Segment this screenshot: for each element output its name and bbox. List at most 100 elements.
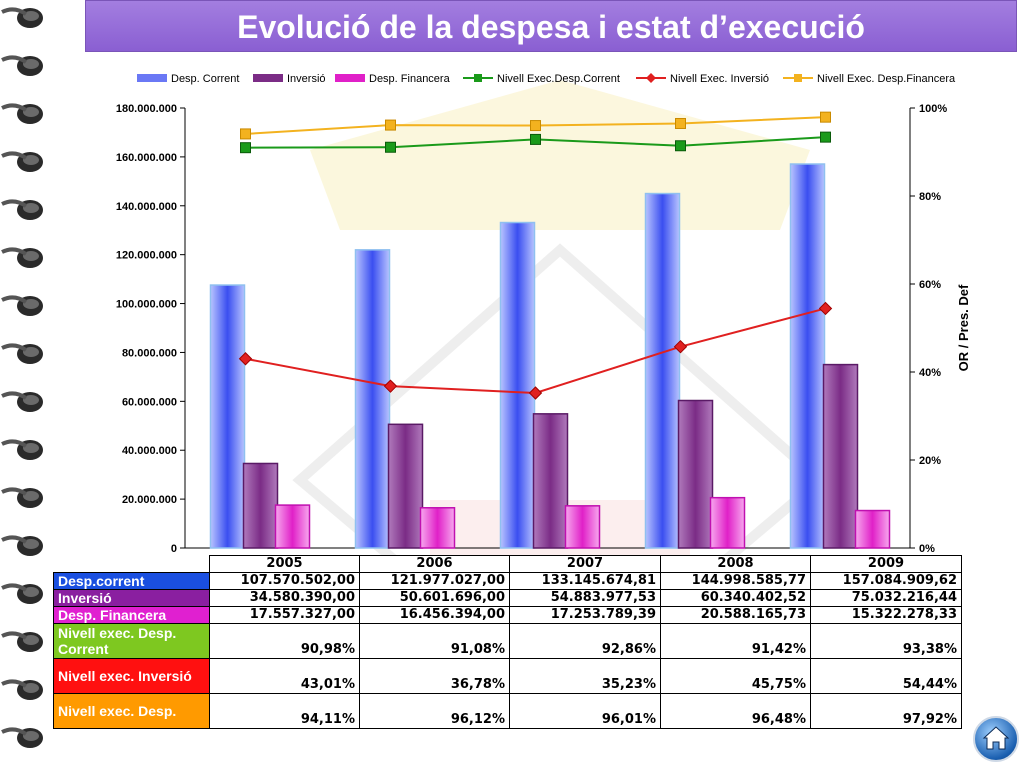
legend-swatch xyxy=(137,74,167,82)
table-cell: 20.588.165,73 xyxy=(660,606,811,624)
chart: 0 20.000.000 40.000.000 60.000.000 80.000.00… xyxy=(116,73,971,555)
home-button[interactable] xyxy=(973,716,1019,762)
y-right-tick-label: 20% xyxy=(919,455,941,467)
table-row-label: Nivell exec. Desp. xyxy=(53,693,210,729)
bar-inversio xyxy=(387,423,424,549)
y-left-tick-label: 140.000.000 xyxy=(116,201,177,213)
table-year-header: 2009 xyxy=(810,555,962,573)
table-cell: 91,08% xyxy=(359,623,510,659)
legend-marker xyxy=(646,73,656,83)
table-cell: 17.253.789,39 xyxy=(509,606,661,624)
table-cell: 75.032.216,44 xyxy=(810,589,962,607)
table-cell: 121.977.027,00 xyxy=(359,572,510,590)
line-exec-inversio xyxy=(245,307,826,394)
table-cell: 107.570.502,00 xyxy=(209,572,360,590)
legend-marker xyxy=(794,74,802,82)
legend-label: Desp. Corrent xyxy=(171,73,239,85)
table-cell: 157.084.909,62 xyxy=(810,572,962,590)
table-cell: 16.456.394,00 xyxy=(359,606,510,624)
table-cell: 43,01% xyxy=(209,658,360,694)
table-row: Nivell exec. Desp. Corrent 90,98% 91,08% 92… xyxy=(53,623,962,659)
table-cell: 45,75% xyxy=(660,658,811,694)
table-year-header: 2008 xyxy=(660,555,811,573)
legend-label: Desp. Financera xyxy=(369,73,451,85)
table-cell: 92,86% xyxy=(509,623,661,659)
table-cell: 36,78% xyxy=(359,658,510,694)
bar-desp-corrent xyxy=(209,284,246,549)
table-cell: 17.557.327,00 xyxy=(209,606,360,624)
table-cell: 93,38% xyxy=(810,623,962,659)
table-cell: 91,42% xyxy=(660,623,811,659)
table-row-label: Desp.corrent xyxy=(53,572,210,590)
y-left-tick-label: 160.000.000 xyxy=(116,152,177,164)
table-cell: 96,12% xyxy=(359,693,510,729)
marker-exec-corrent xyxy=(385,141,396,153)
bar-inversio xyxy=(822,363,859,549)
bar-desp-financera xyxy=(709,496,746,549)
table-cell: 34.580.390,00 xyxy=(209,589,360,607)
table-corner xyxy=(54,556,210,573)
table-cell: 144.998.585,77 xyxy=(660,572,811,590)
table-cell: 50.601.696,00 xyxy=(359,589,510,607)
y-right-tick-label: 100% xyxy=(919,103,947,115)
bar-desp-financera xyxy=(564,505,601,549)
table-year-header: 2005 xyxy=(209,555,360,573)
table-cell: 35,23% xyxy=(509,658,661,694)
marker-exec-inversio xyxy=(383,379,398,393)
table-year-header: 2007 xyxy=(509,555,661,573)
table-row: Desp.corrent 107.570.502,00 121.977.027,00… xyxy=(53,572,962,590)
legend: Desp. Corrent Inversió Desp. Financera Nive… xyxy=(137,73,956,85)
y-left-tick-label: 20.000.000 xyxy=(122,494,177,506)
table-row: Nivell exec. Inversió 43,01% 36,78% 35,23% 4… xyxy=(53,658,962,694)
bar-desp-corrent xyxy=(789,163,826,549)
y-right-tick-label: 80% xyxy=(919,191,941,203)
marker-exec-inversio xyxy=(238,352,253,366)
marker-exec-financera xyxy=(385,119,396,131)
table-cell: 133.145.674,81 xyxy=(509,572,661,590)
marker-exec-financera xyxy=(240,128,251,140)
home-icon xyxy=(982,726,1010,750)
marker-exec-inversio xyxy=(818,301,833,316)
table-cell: 97,92% xyxy=(810,693,962,729)
page-title: Evolució de la despesa i estat d’execuci… xyxy=(237,9,865,45)
y-right-tick-label: 60% xyxy=(919,279,941,291)
table-cell: 94,11% xyxy=(209,693,360,729)
y-left-tick-label: 120.000.000 xyxy=(116,250,177,262)
marker-exec-financera xyxy=(530,120,541,132)
y-right-tick-label: 0% xyxy=(919,543,935,555)
marker-exec-inversio xyxy=(673,339,688,354)
legend-label: Inversió xyxy=(287,73,326,85)
table-row: Inversió 34.580.390,00 50.601.696,00 54.883… xyxy=(53,589,962,607)
marker-exec-corrent xyxy=(530,133,541,145)
legend-label: Nivell Exec. Inversió xyxy=(670,73,769,85)
title-bar: Evolució de la despesa i estat d’execuci… xyxy=(85,0,1017,52)
marker-exec-corrent xyxy=(675,140,686,152)
marker-exec-corrent xyxy=(240,142,251,154)
y-left-tick-label: 0 xyxy=(171,543,177,555)
table-header-row: 2005 2006 2007 2008 2009 xyxy=(54,555,962,573)
table-row-label: Nivell exec. Desp. Corrent xyxy=(53,623,210,659)
legend-swatch xyxy=(335,74,365,82)
table-cell: 15.322.278,33 xyxy=(810,606,962,624)
table-cell: 54.883.977,53 xyxy=(509,589,661,607)
table-row: Nivell exec. Desp. 94,11% 96,12% 96,01% 96,4… xyxy=(53,693,962,729)
table-row-label: Desp. Financera xyxy=(53,606,210,624)
bar-desp-corrent xyxy=(644,192,681,549)
legend-label: Nivell Exec. Desp.Financera xyxy=(817,73,956,85)
y-left-tick-label: 40.000.000 xyxy=(122,445,177,457)
bar-desp-corrent xyxy=(354,249,391,549)
marker-exec-inversio xyxy=(528,386,543,400)
y-right-axis-label: OR / Pres. Def xyxy=(956,284,971,371)
bar-desp-corrent xyxy=(499,221,536,549)
y-left-tick-label: 80.000.000 xyxy=(122,347,177,359)
bar-desp-financera xyxy=(854,509,891,549)
legend-swatch xyxy=(253,74,283,82)
table-row: Desp. Financera 17.557.327,00 16.456.394,0… xyxy=(53,606,962,624)
bar-desp-financera xyxy=(419,507,456,549)
bar-inversio xyxy=(677,399,714,549)
marker-exec-financera xyxy=(675,117,686,129)
table-cell: 96,48% xyxy=(660,693,811,729)
y-left-tick-label: 180.000.000 xyxy=(116,103,177,115)
bar-inversio xyxy=(532,413,569,549)
y-left-tick-label: 60.000.000 xyxy=(122,396,177,408)
